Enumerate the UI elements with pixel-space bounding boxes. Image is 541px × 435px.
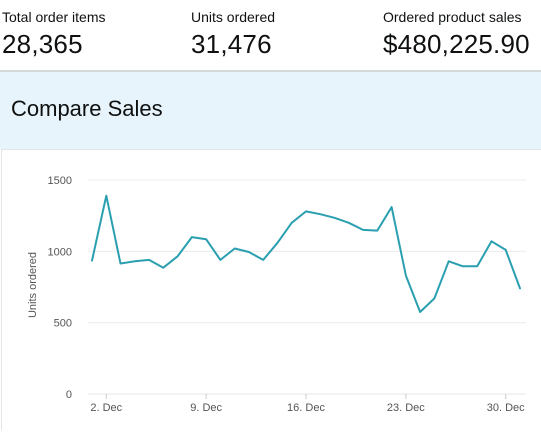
y-tick-label: 1500	[48, 175, 72, 187]
metric-value: 28,365	[2, 29, 83, 59]
y-tick-label: 1000	[48, 246, 72, 258]
panel-title: Compare Sales	[11, 96, 163, 121]
x-tick-label: 9. Dec	[190, 402, 222, 414]
series-line-units-ordered	[91, 194, 521, 313]
grid-layer	[88, 179, 526, 395]
units-ordered-chart: 0 500 1000 1500 2. Dec 9. Dec 16. Dec 23. Dec 3…	[1, 149, 541, 430]
x-tick-label: 16. Dec	[287, 402, 325, 414]
chart-svg: 0 500 1000 1500 2. Dec 9. Dec 16. Dec 23. Dec 3…	[27, 175, 526, 414]
metric-value: 31,476	[191, 29, 272, 59]
x-axis-ticks: 2. Dec 9. Dec 16. Dec 23. Dec 30. Dec	[90, 394, 525, 414]
metric-label: Units ordered	[191, 9, 276, 25]
metric-label: Ordered product sales	[383, 9, 522, 25]
metric-value: $480,225.90	[383, 29, 530, 59]
x-tick-label: 30. Dec	[487, 402, 525, 414]
y-tick-label: 500	[54, 318, 72, 330]
compare-sales-header: Compare Sales	[0, 71, 541, 149]
x-tick-label: 23. Dec	[387, 402, 425, 414]
metrics-bar: Total order items 28,365 Units ordered 3…	[0, 0, 541, 71]
metric-label: Total order items	[2, 9, 106, 25]
metric-total-order-items[interactable]: Total order items 28,365	[2, 9, 105, 60]
y-tick-label: 0	[66, 389, 72, 401]
metric-units-ordered[interactable]: Units ordered 31,476	[191, 9, 275, 60]
y-axis-ticks: 0 500 1000 1500	[48, 175, 72, 401]
x-tick-label: 2. Dec	[90, 402, 122, 414]
metric-ordered-product-sales[interactable]: Ordered product sales $480,225.90	[383, 9, 530, 60]
y-axis-label: Units ordered	[27, 252, 39, 318]
